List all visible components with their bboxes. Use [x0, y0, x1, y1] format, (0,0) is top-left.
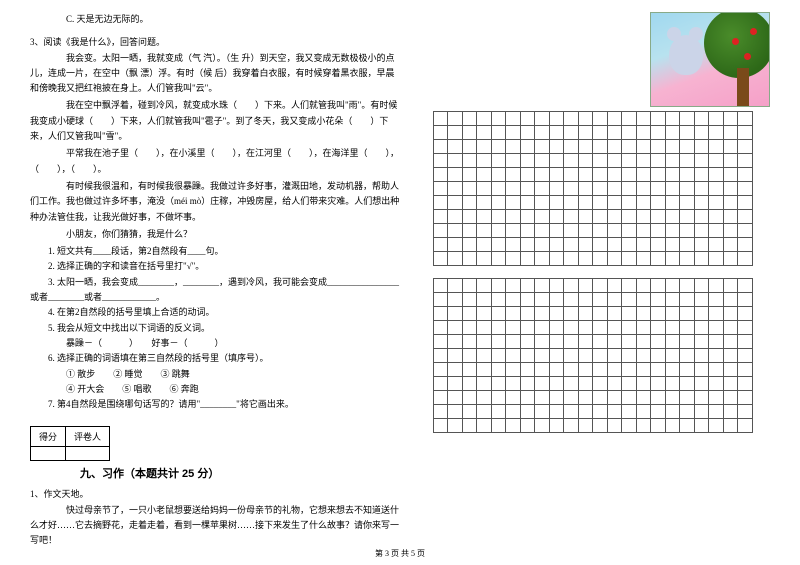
writing-grids: [433, 111, 770, 433]
q3-intro: 3、阅读《我是什么》，回答问题。: [30, 35, 403, 50]
zuowen-title: 1、作文天地。: [30, 487, 403, 502]
sub-q6b: ① 散步 ② 睡觉 ③ 跳舞: [30, 367, 403, 382]
sub-q6: 6. 选择正确的词语填在第三自然段的括号里（填序号）。: [30, 351, 403, 366]
score-header-2: 评卷人: [66, 427, 110, 447]
passage-p5: 小朋友，你们猜猜，我是什么？: [30, 227, 403, 242]
sub-q5: 5. 我会从短文中找出以下词语的反义词。: [30, 321, 403, 336]
sub-q1: 1. 短文共有____段话，第2自然段有____句。: [30, 244, 403, 259]
passage-p1: 我会变。太阳一晒，我就变成（气 汽）。（生 升）到天空，我又变成无数极极小的点儿…: [30, 51, 403, 97]
sub-q2: 2. 选择正确的字和读音在括号里打"√"。: [30, 259, 403, 274]
right-column: [433, 12, 770, 522]
option-c: C. 天是无边无际的。: [30, 12, 403, 27]
sub-q7: 7. 第4自然段是围绕哪句话写的？请用"________"将它画出来。: [30, 397, 403, 412]
score-table: 得分 评卷人: [30, 426, 110, 461]
writing-grid-1: [433, 111, 753, 266]
passage-p4: 有时候我很温和，有时候我很暴躁。我做过许多好事，灌溉田地，发动机器，帮助人们工作…: [30, 179, 403, 225]
sub-q3: 3. 太阳一晒，我会变成________，________，遇到冷风，我可能会变…: [30, 275, 403, 306]
score-cell-1: [31, 447, 66, 461]
zuowen-body: 快过母亲节了，一只小老鼠想要送给妈妈一份母亲节的礼物，它想来想去不知道送什么才好…: [30, 503, 403, 549]
score-header-1: 得分: [31, 427, 66, 447]
illustration: [650, 12, 770, 107]
page-number: 第 3 页 共 5 页: [0, 548, 800, 559]
writing-grid-2: [433, 278, 753, 433]
left-column: C. 天是无边无际的。 3、阅读《我是什么》，回答问题。 我会变。太阳一晒，我就…: [30, 12, 403, 522]
sub-q5b: 暴躁－（ ） 好事－（ ）: [30, 336, 403, 351]
sub-q6c: ④ 开大会 ⑤ 唱歌 ⑥ 奔跑: [30, 382, 403, 397]
section-9-title: 九、习作（本题共计 25 分）: [30, 465, 403, 481]
passage-p2: 我在空中飘浮着，碰到冷风，就变成水珠（ ）下来。人们就管我叫"雨"。有时候我变成…: [30, 98, 403, 144]
passage-p3: 平常我在池子里（ ），在小溪里（ ），在江河里（ ），在海洋里（ ），（ ），（…: [30, 146, 403, 177]
sub-q4: 4. 在第2自然段的括号里填上合适的动词。: [30, 305, 403, 320]
score-cell-2: [66, 447, 110, 461]
